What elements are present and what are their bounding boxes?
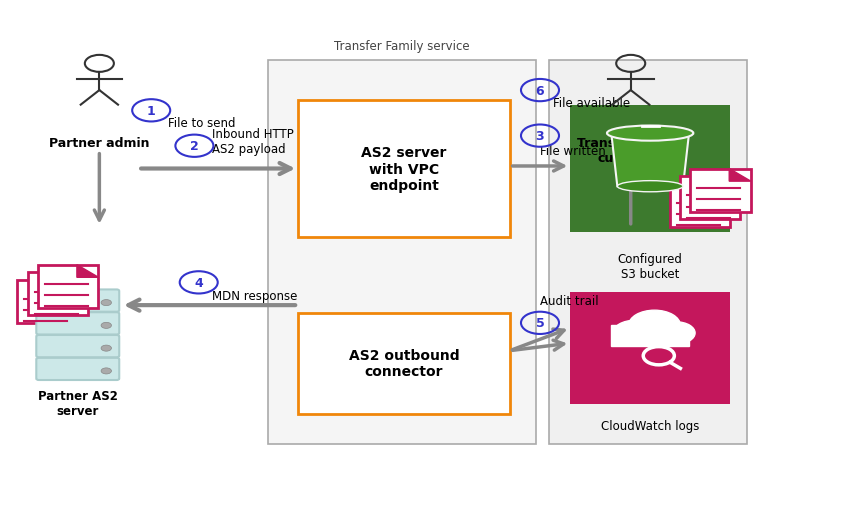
FancyBboxPatch shape bbox=[36, 290, 119, 312]
Text: Transfer Family service: Transfer Family service bbox=[334, 40, 469, 53]
FancyBboxPatch shape bbox=[38, 265, 98, 308]
Text: Audit trail: Audit trail bbox=[540, 294, 599, 307]
Polygon shape bbox=[708, 184, 730, 197]
Text: File written: File written bbox=[540, 145, 606, 158]
FancyBboxPatch shape bbox=[670, 184, 730, 227]
Text: File to send: File to send bbox=[168, 117, 236, 130]
FancyBboxPatch shape bbox=[298, 101, 510, 237]
Text: 4: 4 bbox=[194, 276, 203, 289]
Circle shape bbox=[629, 311, 681, 341]
FancyBboxPatch shape bbox=[298, 313, 510, 414]
Ellipse shape bbox=[607, 126, 694, 141]
Polygon shape bbox=[67, 273, 88, 285]
FancyBboxPatch shape bbox=[570, 293, 730, 404]
Text: CloudWatch logs: CloudWatch logs bbox=[601, 419, 699, 432]
Circle shape bbox=[613, 321, 657, 346]
Circle shape bbox=[101, 323, 111, 329]
FancyBboxPatch shape bbox=[36, 358, 119, 380]
Text: Inbound HTTP
AS2 payload: Inbound HTTP AS2 payload bbox=[212, 127, 294, 156]
Text: 2: 2 bbox=[190, 140, 199, 153]
FancyBboxPatch shape bbox=[36, 313, 119, 335]
Text: 6: 6 bbox=[536, 84, 544, 97]
FancyBboxPatch shape bbox=[611, 326, 689, 346]
FancyBboxPatch shape bbox=[570, 106, 730, 232]
Circle shape bbox=[657, 322, 696, 344]
Circle shape bbox=[101, 300, 111, 306]
FancyBboxPatch shape bbox=[690, 169, 751, 212]
Polygon shape bbox=[56, 280, 78, 293]
FancyBboxPatch shape bbox=[17, 280, 78, 323]
FancyBboxPatch shape bbox=[268, 61, 536, 444]
Text: 5: 5 bbox=[536, 317, 544, 330]
Text: Transfer Family
customer: Transfer Family customer bbox=[576, 136, 685, 164]
Text: File available: File available bbox=[553, 97, 630, 110]
Polygon shape bbox=[729, 169, 751, 182]
Text: AS2 server
with VPC
endpoint: AS2 server with VPC endpoint bbox=[361, 146, 447, 192]
Text: Partner AS2
server: Partner AS2 server bbox=[38, 389, 118, 417]
Polygon shape bbox=[719, 177, 740, 189]
Text: Partner admin: Partner admin bbox=[49, 136, 149, 149]
Text: Configured
S3 bucket: Configured S3 bucket bbox=[618, 252, 683, 280]
Circle shape bbox=[101, 345, 111, 351]
Polygon shape bbox=[611, 134, 689, 187]
Ellipse shape bbox=[617, 181, 683, 192]
Text: AS2 outbound
connector: AS2 outbound connector bbox=[348, 348, 460, 379]
Text: 3: 3 bbox=[536, 130, 544, 143]
FancyBboxPatch shape bbox=[36, 335, 119, 358]
Polygon shape bbox=[77, 265, 98, 278]
FancyBboxPatch shape bbox=[28, 273, 88, 316]
Text: MDN response: MDN response bbox=[212, 289, 297, 302]
FancyBboxPatch shape bbox=[680, 177, 740, 220]
Text: 1: 1 bbox=[147, 105, 156, 118]
FancyBboxPatch shape bbox=[549, 61, 747, 444]
Circle shape bbox=[101, 368, 111, 374]
